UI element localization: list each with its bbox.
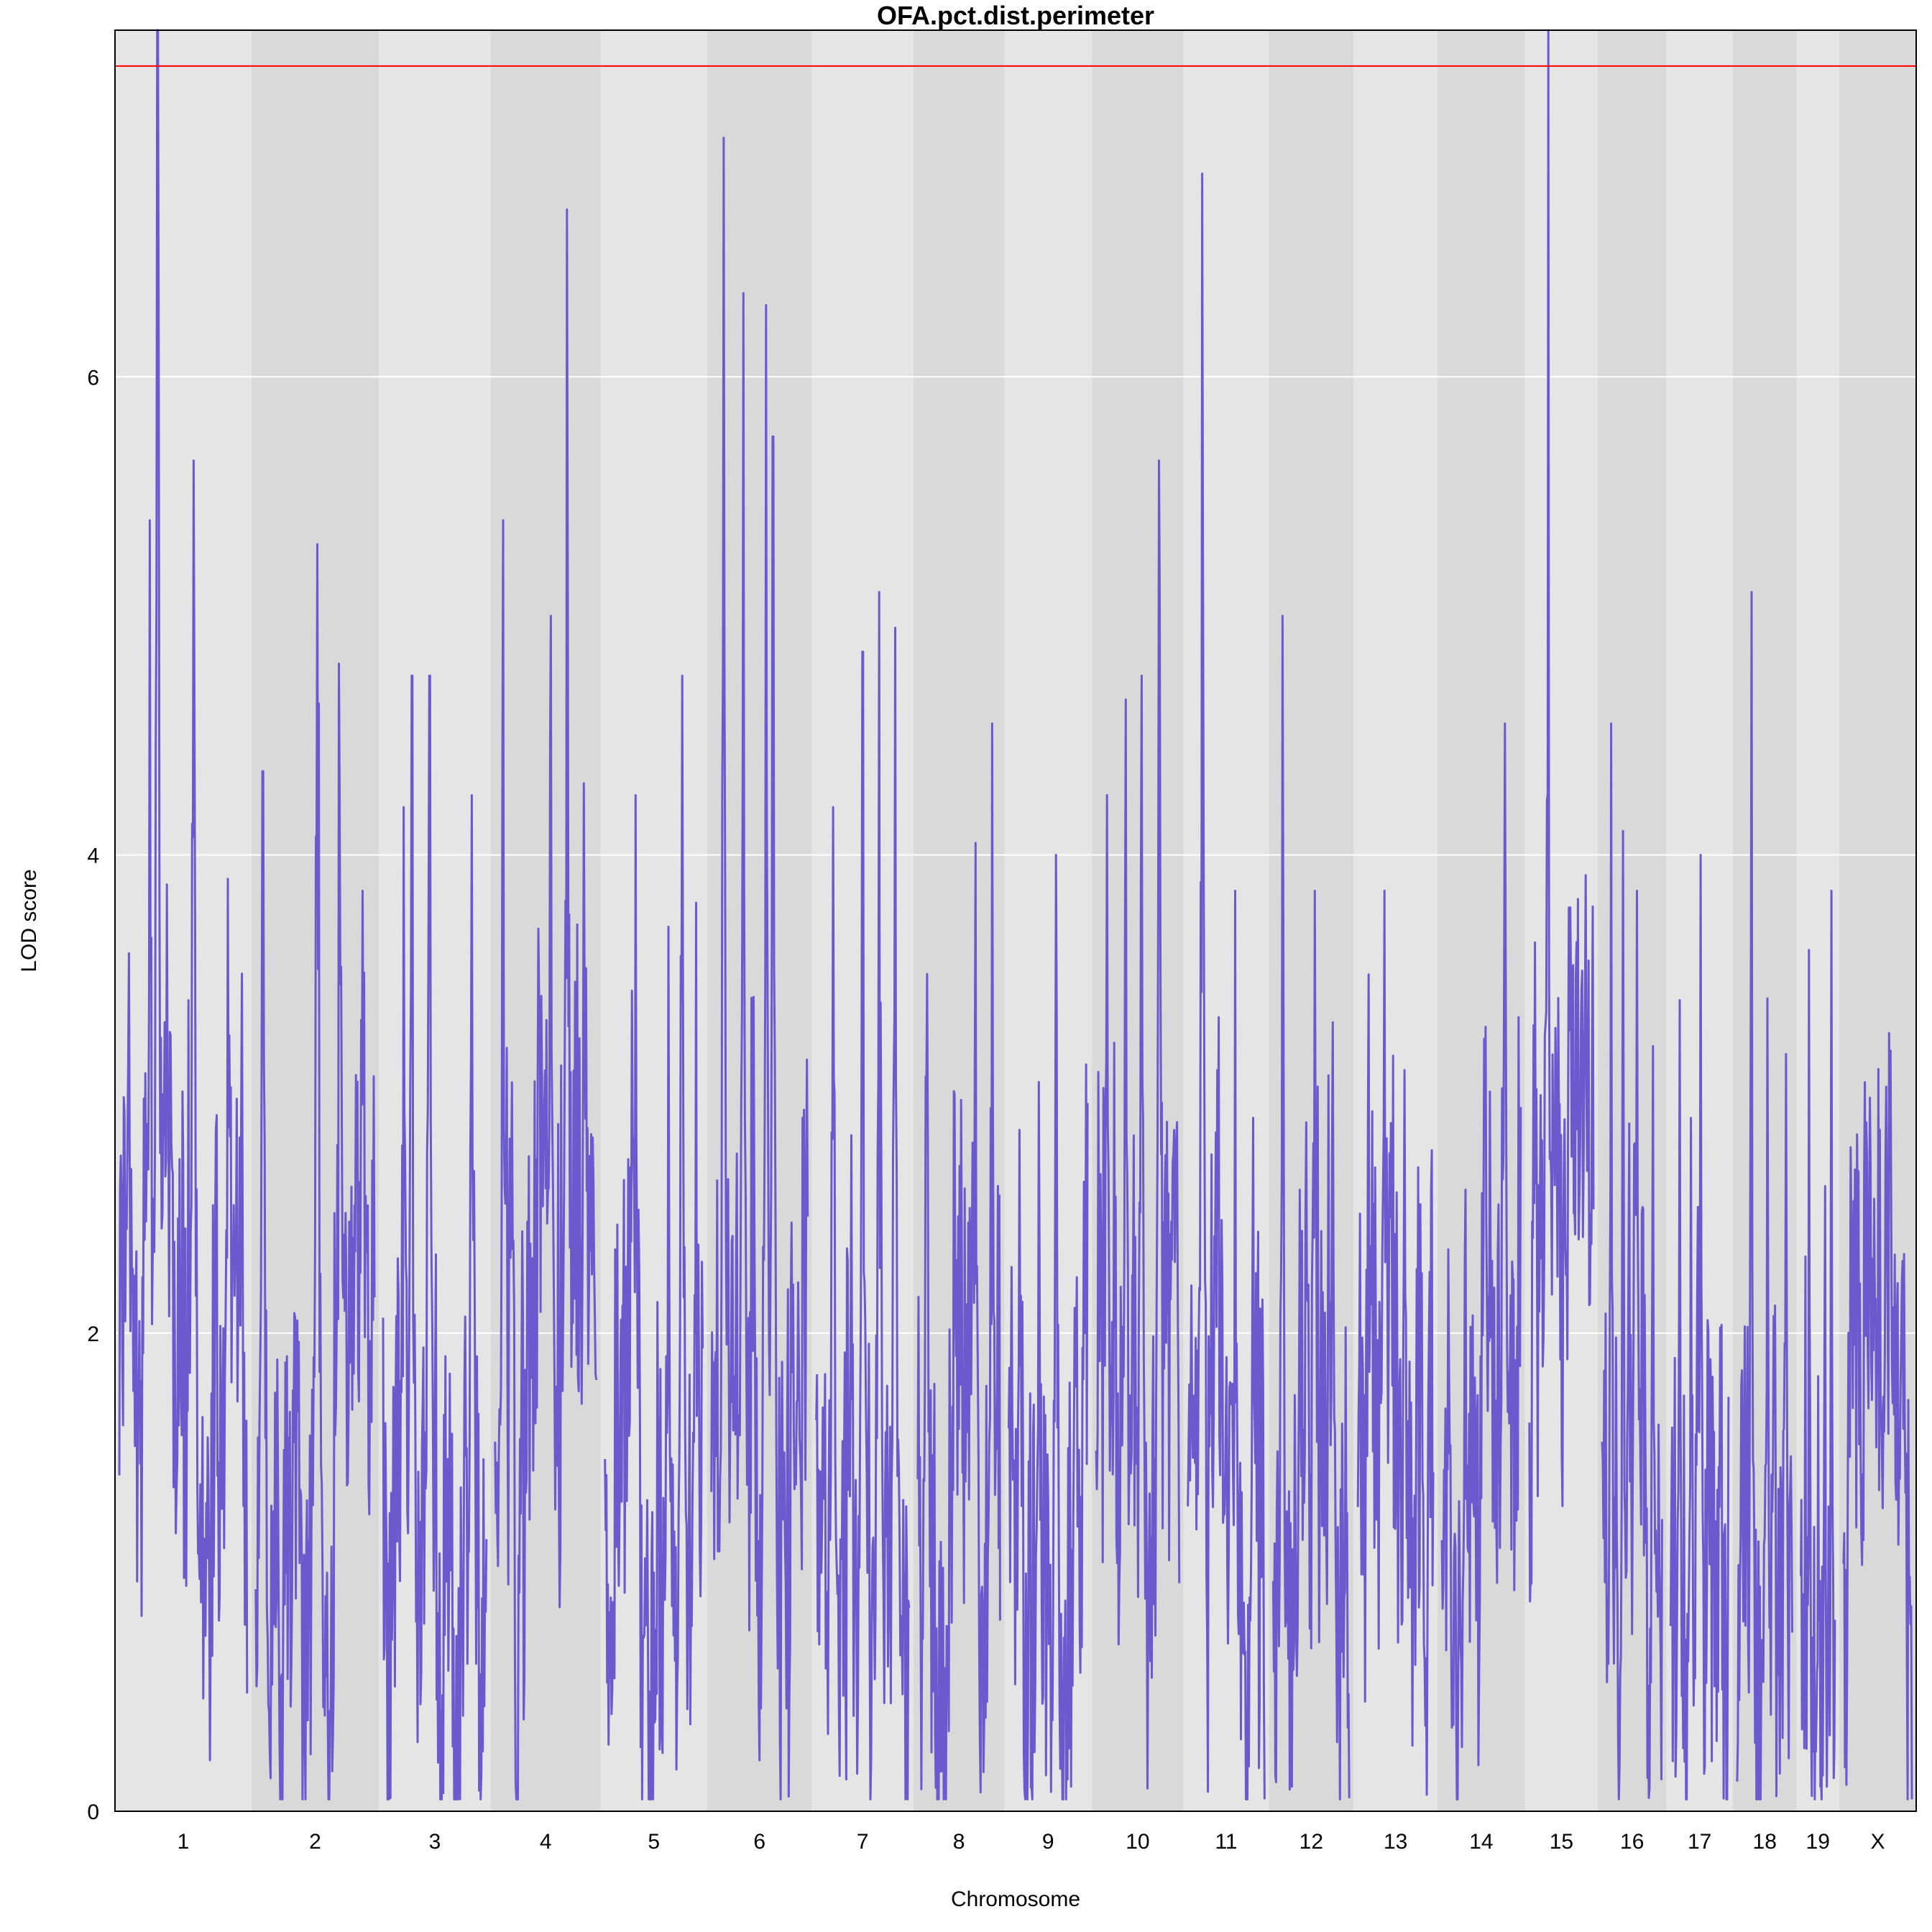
x-tick-label-5: 5 — [648, 1830, 660, 1854]
y-tick-label-6: 6 — [87, 366, 99, 390]
x-tick-label-12: 12 — [1300, 1830, 1323, 1854]
x-axis-label: Chromosome — [951, 1887, 1080, 1911]
lod-curve-chr-18 — [1736, 591, 1793, 1800]
lod-curve-chr-3 — [382, 674, 488, 1800]
x-tick-label-10: 10 — [1126, 1830, 1149, 1854]
x-tick-label-19: 19 — [1806, 1830, 1830, 1854]
x-tick-label-14: 14 — [1469, 1830, 1493, 1854]
x-tick-label-1: 1 — [178, 1830, 190, 1854]
lod-curve-chr-16 — [1601, 722, 1663, 1800]
lod-curve-chr-10 — [1095, 459, 1181, 1790]
x-tick-label-3: 3 — [429, 1830, 441, 1854]
lod-curve-chr-1 — [118, 29, 249, 1762]
x-tick-label-2: 2 — [309, 1830, 321, 1854]
lod-curve-chr-2 — [254, 543, 376, 1800]
x-axis-ticks: 1 2 3 4 5 6 7 8 9 10 11 12 13 14 15 16 17 18 19 X — [178, 1830, 1885, 1854]
x-tick-label-17: 17 — [1688, 1830, 1711, 1854]
lod-curve-chr-15 — [1528, 29, 1595, 1603]
x-tick-label-9: 9 — [1042, 1830, 1054, 1854]
lod-curve-chr-9 — [1007, 854, 1089, 1800]
x-tick-label-8: 8 — [953, 1830, 965, 1854]
x-tick-label-4: 4 — [540, 1830, 552, 1854]
lod-curve-chr-6 — [710, 137, 809, 1800]
x-tick-label-18: 18 — [1753, 1830, 1777, 1854]
lod-curve-chr-12 — [1271, 615, 1351, 1800]
lod-series — [118, 29, 1913, 1800]
lod-curve-chr-14 — [1440, 722, 1522, 1800]
chromosome-band-8 — [913, 30, 1005, 1811]
lod-curve-chr-13 — [1356, 889, 1435, 1796]
chart-title: OFA.pct.dist.perimeter — [877, 1, 1154, 30]
y-tick-label-2: 2 — [87, 1322, 99, 1346]
lod-curve-chr-X — [1842, 1031, 1913, 1800]
lod-curve-chr-19 — [1800, 889, 1836, 1800]
x-tick-label-16: 16 — [1620, 1830, 1644, 1854]
lod-curve-chr-4 — [494, 208, 598, 1800]
chromosome-band-X — [1839, 30, 1916, 1811]
lod-curve-chr-5 — [604, 674, 704, 1800]
x-tick-label-13: 13 — [1384, 1830, 1407, 1854]
lod-curve-chr-8 — [916, 722, 1001, 1800]
lod-curve-chr-7 — [815, 591, 911, 1800]
x-tick-label-11: 11 — [1215, 1830, 1237, 1854]
y-axis-label: LOD score — [17, 869, 41, 972]
y-tick-label-4: 4 — [87, 845, 99, 868]
x-tick-label-6: 6 — [753, 1830, 765, 1854]
y-tick-label-0: 0 — [87, 1800, 99, 1824]
x-tick-label-7: 7 — [857, 1830, 869, 1854]
plot-frame — [114, 29, 1917, 1812]
lod-curve-chr-17 — [1669, 854, 1730, 1800]
y-axis-ticks: 0 2 4 6 — [87, 366, 99, 1824]
lod-curve-chr-11 — [1187, 172, 1266, 1800]
x-tick-label-X: X — [1870, 1830, 1885, 1854]
x-tick-label-15: 15 — [1550, 1830, 1573, 1854]
